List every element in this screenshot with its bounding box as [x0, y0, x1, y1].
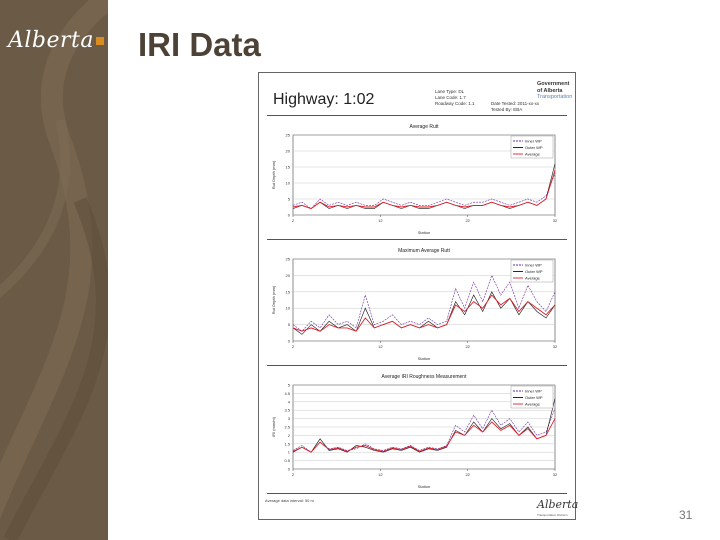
page-number: 31: [679, 508, 693, 522]
x-tick-label: 2: [292, 218, 295, 223]
y-axis-label: IRI (mm/m): [271, 416, 276, 437]
y-tick-label: 5: [288, 322, 291, 327]
legend-label: Outer WP: [525, 269, 543, 274]
x-axis-label: Station: [418, 230, 430, 235]
y-tick-label: 20: [286, 149, 291, 154]
y-tick-label: 4: [288, 399, 291, 404]
chart-title: Average IRI Roughness Measurement: [382, 374, 468, 380]
gov-line: Transportation: [537, 94, 573, 100]
y-tick-label: 2: [288, 433, 291, 438]
footer-alberta-logo: Alberta: [537, 498, 579, 511]
meta-line: Date Tested: 2011-xx-xx: [491, 101, 540, 106]
x-tick-label: 32: [553, 218, 558, 223]
alberta-logo: Alberta: [8, 28, 104, 53]
y-tick-label: 3.5: [284, 408, 290, 413]
legend-label: Outer WP: [525, 145, 543, 150]
y-tick-label: 0: [288, 339, 291, 344]
legend-label: Average: [525, 152, 541, 157]
y-tick-label: 25: [286, 133, 291, 138]
government-logo: Government of Alberta Transportation: [537, 81, 572, 101]
x-tick-label: 32: [553, 344, 558, 349]
y-tick-label: 10: [286, 181, 291, 186]
x-tick-label: 12: [378, 472, 383, 477]
series-line: [292, 294, 556, 332]
gov-line: Government: [537, 81, 570, 87]
slide-title: IRI Data: [138, 26, 261, 63]
chart-title: Maximum Average Rutt: [398, 248, 450, 254]
y-tick-label: 10: [286, 306, 291, 311]
meta-line: Roadway Code: 1.1: [435, 101, 475, 106]
x-tick-label: 22: [465, 344, 470, 349]
series-line: [292, 173, 556, 209]
y-tick-label: 0.5: [284, 458, 290, 463]
y-axis-label: Rut Depth (mm): [271, 285, 276, 314]
logo-text: Alberta: [8, 28, 94, 53]
y-tick-label: 1: [288, 450, 291, 455]
series-line: [292, 418, 556, 453]
footer-subtitle: Transportation Division: [537, 513, 568, 517]
meta-line: Tested By: EBA: [491, 107, 523, 112]
y-tick-label: 15: [286, 165, 291, 170]
y-tick-label: 4.5: [284, 391, 290, 396]
divider: [267, 365, 567, 366]
legend-label: Average: [525, 402, 541, 407]
legend-box: [510, 135, 554, 159]
series-line: [292, 408, 556, 453]
y-tick-label: 20: [286, 273, 291, 278]
x-axis-label: Station: [418, 356, 430, 361]
y-tick-label: 3: [288, 416, 291, 421]
y-tick-label: 0: [288, 467, 291, 472]
x-axis-label: Station: [418, 484, 430, 489]
divider: [267, 493, 567, 494]
legend-label: Inner WP: [525, 139, 542, 144]
doc-meta-right: Date Tested: 2011-xx-xx Tested By: EBA: [491, 101, 539, 113]
divider: [267, 115, 567, 116]
legend-box: [510, 259, 554, 283]
legend-label: Average: [525, 276, 541, 281]
footer-note: Average data interval: 50 m: [265, 498, 314, 503]
meta-line: Lane Code: 1.7: [435, 95, 466, 100]
chart-average-iri: Average IRI Roughness Measurement 0 0.5 1 1.…: [271, 374, 558, 489]
doc-highway-label: Highway: 1:02: [273, 91, 375, 108]
series-line: [292, 163, 556, 209]
x-tick-label: 12: [378, 218, 383, 223]
series-line: [292, 398, 556, 453]
iri-report-document: Highway: 1:02 Lane Type: DL Lane Code: 1…: [258, 72, 579, 520]
y-tick-label: 0: [288, 213, 291, 218]
chart-maximum-average-rutt: Maximum Average Rutt 0 5 10 15 20 25 2 12 22 32 Sta…: [271, 248, 558, 361]
sidebar-panel: Alberta: [0, 0, 108, 540]
chart-average-rutt: Average Rutt 0 5 10 15 20 25 2 12 22 32 Station Rut …: [271, 124, 558, 235]
y-tick-label: 5: [288, 383, 291, 388]
y-tick-label: 1.5: [284, 441, 290, 446]
sidebar-swirl-decoration: [0, 0, 108, 540]
series-line: [292, 274, 556, 332]
logo-mark-icon: [96, 37, 104, 45]
series-line: [292, 170, 556, 210]
x-tick-label: 32: [553, 472, 558, 477]
x-tick-label: 2: [292, 344, 295, 349]
gov-line: of Alberta: [537, 87, 563, 94]
legend-label: Inner WP: [525, 389, 542, 394]
legend-box: [510, 385, 554, 409]
meta-line: Lane Type: DL: [435, 89, 465, 94]
x-tick-label: 22: [465, 472, 470, 477]
divider: [267, 239, 567, 240]
x-tick-label: 12: [378, 344, 383, 349]
y-tick-label: 15: [286, 289, 291, 294]
legend-label: Outer WP: [525, 395, 543, 400]
y-tick-label: 2.5: [284, 425, 290, 430]
doc-meta-left: Lane Type: DL Lane Code: 1.7 Roadway Cod…: [435, 89, 475, 107]
y-tick-label: 25: [286, 257, 291, 262]
x-tick-label: 2: [292, 472, 295, 477]
y-axis-label: Rut Depth (mm): [271, 160, 276, 189]
x-tick-label: 22: [465, 218, 470, 223]
y-tick-label: 5: [288, 197, 291, 202]
chart-title: Average Rutt: [409, 124, 439, 130]
legend-label: Inner WP: [525, 263, 542, 268]
